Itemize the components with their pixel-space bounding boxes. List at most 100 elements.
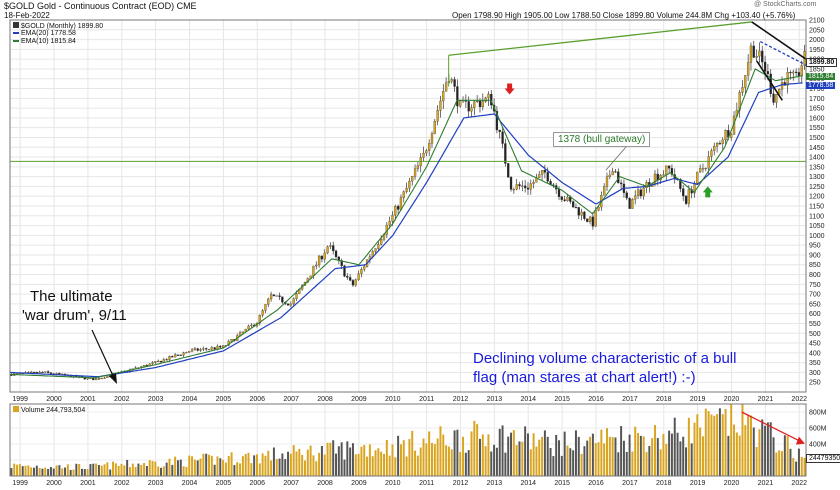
volume-bar	[18, 464, 21, 476]
badge-ema20: 1778.58	[806, 82, 836, 89]
volume-bar	[755, 447, 758, 476]
x-tick-label: 2004	[182, 396, 198, 403]
volume-bar	[267, 450, 270, 476]
volume-bar	[453, 430, 456, 476]
volume-bar	[188, 455, 191, 476]
price-tick-label: 950	[809, 243, 821, 250]
volume-bar	[676, 432, 679, 476]
price-candle	[540, 170, 544, 175]
volume-bar	[727, 435, 730, 476]
volume-bar	[634, 426, 637, 476]
volume-bar	[473, 420, 476, 476]
volume-bar	[803, 457, 806, 476]
volume-bar	[433, 444, 436, 476]
volume-bar	[309, 445, 312, 476]
volume-x-tick-label: 2002	[114, 480, 130, 487]
x-tick-label: 2003	[148, 396, 164, 403]
volume-bar	[399, 444, 402, 476]
volume-bar	[622, 440, 625, 476]
watermark: @ StockCharts.com	[754, 1, 817, 8]
price-tick-label: 1050	[809, 223, 825, 230]
price-candle	[625, 192, 628, 199]
volume-bar	[103, 464, 106, 476]
price-candle	[348, 277, 352, 281]
price-candle	[272, 294, 276, 297]
x-tick-label: 2022	[791, 396, 807, 403]
price-candle	[44, 371, 47, 373]
volume-bar	[329, 442, 332, 476]
volume-bar	[741, 404, 744, 476]
volume-bar	[239, 463, 242, 476]
volume-bar	[456, 429, 459, 476]
price-candle	[157, 360, 160, 363]
price-candle	[388, 221, 391, 226]
price-candle	[484, 97, 487, 102]
volume-x-tick-label: 2004	[182, 480, 198, 487]
price-candle	[442, 91, 445, 102]
price-candle	[199, 349, 202, 351]
price-candle	[402, 191, 405, 198]
price-candle	[261, 310, 264, 316]
volume-bar	[145, 465, 148, 476]
price-candle	[538, 174, 541, 178]
volume-bar	[701, 436, 704, 476]
price-candle	[498, 129, 501, 132]
volume-bar	[766, 422, 769, 476]
price-candle	[524, 185, 527, 189]
volume-bar	[459, 452, 462, 476]
price-candle	[687, 189, 690, 204]
price-candle	[323, 252, 326, 260]
x-tick-label: 2014	[520, 396, 536, 403]
volume-bar	[162, 466, 165, 476]
x-tick-label: 2015	[554, 396, 570, 403]
chart-title: $GOLD Gold - Continuous Contract (EOD) C…	[4, 1, 197, 11]
volume-bar	[467, 450, 470, 476]
price-tick-label: 2000	[809, 37, 825, 44]
price-tick-label: 2050	[809, 27, 825, 34]
price-candle	[408, 180, 411, 189]
price-candle	[543, 170, 547, 173]
volume-tick-label: 800M	[809, 410, 827, 417]
volume-x-tick-label: 2013	[487, 480, 503, 487]
legend-volume-swatch	[13, 406, 19, 412]
volume-bar	[193, 459, 196, 476]
price-candle	[179, 354, 182, 356]
price-candle	[154, 361, 157, 363]
price-candle	[752, 45, 755, 58]
volume-bar	[495, 447, 498, 476]
volume-bar	[752, 427, 755, 476]
volume-bar	[224, 462, 227, 476]
volume-bar	[764, 425, 767, 476]
volume-bar	[326, 442, 329, 476]
price-candle	[588, 216, 592, 222]
price-tick-label: 450	[809, 341, 821, 348]
volume-bar	[577, 436, 580, 476]
volume-bar	[687, 417, 690, 476]
volume-bar	[558, 440, 561, 476]
price-candle	[380, 239, 383, 245]
red-down-arrow	[504, 83, 515, 95]
price-candle	[631, 199, 634, 209]
volume-bar	[538, 439, 541, 476]
volume-bar	[679, 441, 682, 476]
price-candle	[501, 131, 504, 144]
price-candle	[797, 72, 801, 77]
volume-bar	[546, 436, 549, 476]
price-candle	[794, 71, 798, 73]
price-candle	[636, 189, 640, 196]
volume-bar	[786, 435, 789, 476]
volume-bar	[250, 463, 253, 476]
volume-bar	[165, 462, 168, 476]
volume-bar	[428, 431, 431, 476]
volume-panel-frame	[9, 403, 807, 477]
price-candle	[320, 255, 324, 260]
volume-bar	[391, 444, 394, 476]
volume-bar	[665, 443, 668, 476]
volume-bar	[61, 468, 64, 476]
volume-bar	[24, 465, 27, 476]
volume-bar	[227, 455, 230, 476]
volume-bar	[244, 454, 247, 476]
volume-bar	[284, 459, 287, 476]
volume-bar	[114, 463, 117, 476]
price-candle	[473, 101, 476, 108]
